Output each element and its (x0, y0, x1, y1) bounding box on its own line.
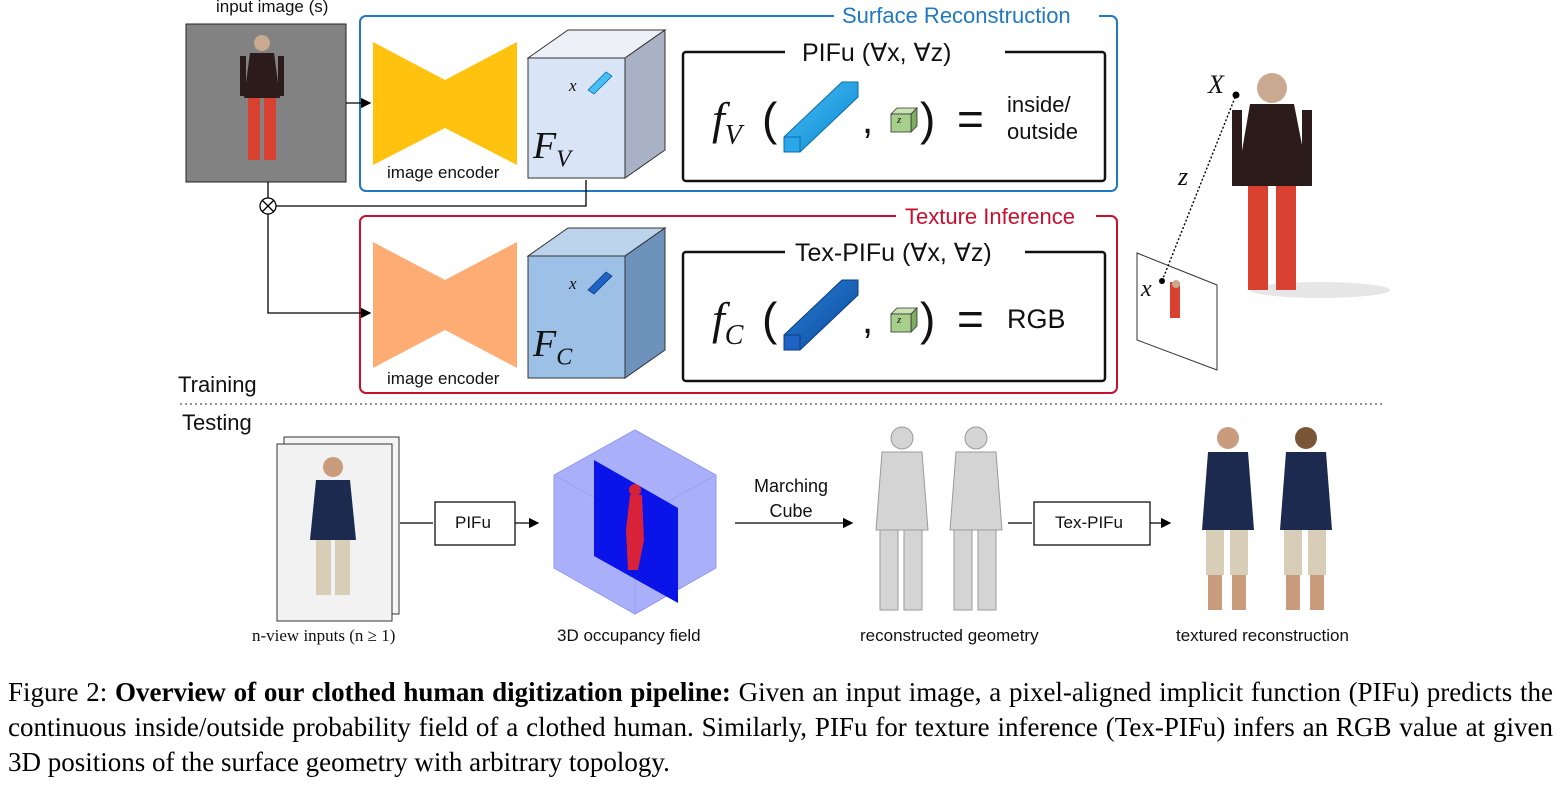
comma: , (862, 98, 874, 142)
big-x-label: X (1208, 70, 1224, 99)
occupancy-field-label: 3D occupancy field (557, 626, 701, 645)
image-encoder-shape (373, 242, 517, 368)
image-encoder-label: image encoder (387, 163, 500, 182)
feature-fc-label: FC (533, 322, 572, 372)
inside-outside-result: inside/ outside (1007, 92, 1078, 144)
image-encoder-shape (373, 42, 517, 165)
equals-sign: = (957, 93, 984, 145)
z-depth-label: z (1178, 162, 1189, 191)
point-x-label: x (569, 76, 577, 95)
tex-pifu-box-label: Tex-PIFu (1055, 513, 1124, 532)
function-fc: fC (712, 292, 743, 352)
caption-text: Given an input image, a pixel-aligned im… (8, 677, 1553, 777)
paren-close: ) (920, 93, 936, 145)
caption-bold: Overview of our clothed human digitizati… (114, 677, 731, 707)
image-encoder-label-2: image encoder (387, 369, 500, 388)
projection-illustration (1136, 73, 1390, 371)
feature-fc-letter: F (533, 323, 557, 365)
point-x-label-2: x (569, 274, 577, 293)
testing-row (276, 426, 1332, 622)
pipeline-figure (180, 4, 1390, 622)
paren-close-2: ) (920, 293, 936, 345)
feature-fc-sub: C (556, 344, 573, 371)
training-label: Training (178, 372, 257, 397)
rgb-result: RGB (1007, 304, 1066, 334)
input-image-label: input image (s) (216, 0, 329, 16)
pifu-title: PIFu (∀x, ∀z) (802, 39, 952, 67)
texture-inference-panel (359, 203, 1118, 394)
z-small-label: z (897, 114, 902, 126)
comma-2: , (862, 298, 874, 342)
reconstructed-geometry-label: reconstructed geometry (860, 626, 1039, 645)
caption-prefix: Figure 2: (8, 677, 115, 707)
paren-open: ( (762, 93, 778, 145)
function-sub-2: C (724, 320, 744, 352)
figure-caption: Figure 2: Overview of our clothed human … (8, 675, 1553, 780)
surface-reconstruction-panel (359, 4, 1118, 192)
n-view-inputs-label: n-view inputs (n ≥ 1) (252, 626, 396, 645)
input-image (185, 23, 347, 183)
testing-label: Testing (182, 410, 252, 435)
paren-open-2: ( (762, 293, 778, 345)
textured-reconstruction-label: textured reconstruction (1176, 626, 1349, 645)
feature-f-sub: V (556, 146, 571, 173)
marching-cube-label: Marching Cube (754, 476, 829, 521)
feature-f-label: FV (533, 124, 571, 174)
tex-pifu-title: Tex-PIFu (∀x, ∀z) (795, 239, 992, 267)
function-name: f (712, 93, 725, 144)
feature-f-letter: F (533, 125, 557, 167)
texture-inference-title: Texture Inference (905, 204, 1075, 229)
equals-sign-2: = (957, 293, 984, 345)
function-name-2: f (712, 293, 725, 344)
surface-reconstruction-title: Surface Reconstruction (842, 3, 1071, 28)
function-sub: V (724, 120, 742, 152)
small-x-label: x (1141, 276, 1152, 302)
pifu-box-label: PIFu (455, 513, 491, 532)
training-connectors (259, 97, 587, 319)
z-small-label-2: z (897, 314, 902, 326)
function-fv: fV (712, 92, 742, 152)
